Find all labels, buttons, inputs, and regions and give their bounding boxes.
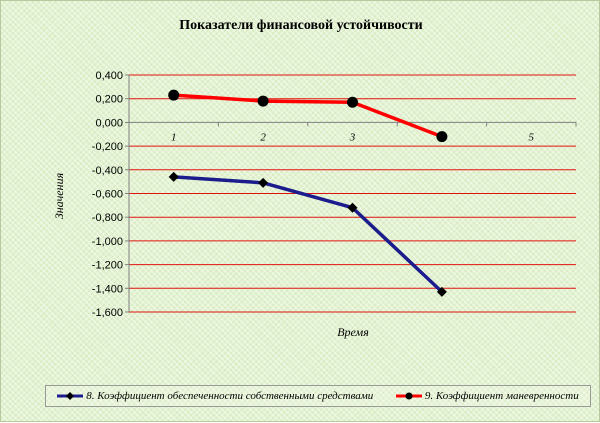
data-point (436, 286, 447, 297)
y-tick-label: -1,000 (92, 236, 123, 248)
legend-label: 8. Коэффициент обеспеченности собственны… (86, 390, 374, 402)
chart-title: Показатели финансовой устойчивости (179, 18, 422, 33)
legend-symbol (395, 392, 422, 400)
data-point (168, 171, 179, 182)
y-tick-label: 0,400 (95, 70, 123, 82)
legend-label: 9. Коэффициент маневренности (424, 390, 579, 402)
legend: 8. Коэффициент обеспеченности собственны… (45, 385, 591, 407)
y-tick-label: -0,600 (92, 189, 123, 201)
y-tick-label: -1,400 (92, 283, 123, 295)
series-line-2 (173, 93, 443, 139)
legend-symbol (57, 392, 84, 400)
y-tick-label: 0,200 (95, 94, 123, 106)
x-axis-label: Время (337, 325, 369, 339)
x-tick-label: 5 (529, 131, 535, 143)
data-point (258, 177, 269, 188)
x-tick-label: 2 (260, 131, 266, 143)
x-tick-label: 3 (349, 131, 356, 143)
y-tick-label: -0,800 (92, 212, 123, 224)
data-point (436, 131, 448, 143)
legend-item-1: 8. Коэффициент обеспеченности собственны… (57, 390, 373, 402)
y-tick-label: -0,200 (92, 141, 123, 153)
y-tick-label: -1,200 (92, 260, 123, 272)
data-point (347, 96, 358, 108)
legend-item-2: 9. Коэффициент маневренности (395, 390, 579, 402)
data-point (347, 202, 358, 213)
y-tick-label: -0,400 (92, 165, 123, 177)
data-point (168, 89, 180, 101)
y-axis-label: Значения (52, 172, 66, 219)
series-line-1 (173, 175, 444, 294)
y-tick-label: 0,000 (95, 117, 123, 129)
x-tick-label: 1 (171, 131, 177, 143)
y-tick-label: -1,600 (92, 307, 123, 319)
data-point (257, 95, 269, 107)
